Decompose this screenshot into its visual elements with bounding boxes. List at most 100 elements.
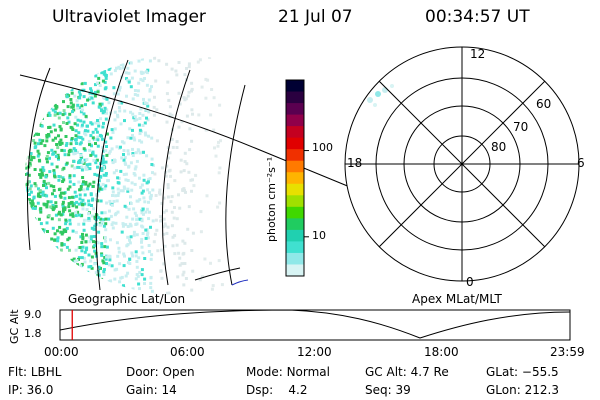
aurora-pixel [129,85,133,89]
aurora-pixel [57,134,60,138]
aurora-pixel [29,205,33,209]
aurora-pixel [67,202,71,206]
aurora-pixel [102,270,106,274]
aurora-pixel [29,184,33,188]
aurora-pixel [96,144,100,148]
aurora-pixel [123,109,127,113]
aurora-pixel [135,218,139,222]
aurora-pixel [183,189,186,193]
aurora-pixel [98,187,102,191]
aurora-pixel [112,171,116,175]
aurora-pixel [126,179,130,182]
aurora-pixel [142,212,145,216]
aurora-pixel [192,184,196,188]
aurora-pixel [67,196,71,200]
aurora-pixel [39,207,43,211]
aurora-pixel [32,139,36,142]
timeline-x-tick-2359: 23:59 [550,345,585,359]
aurora-pixel [107,179,110,183]
aurora-pixel [178,102,182,106]
aurora-pixel [111,161,115,165]
aurora-pixel [79,235,83,239]
aurora-pixel [39,175,43,179]
aurora-pixel [97,124,101,128]
aurora-pixel [111,130,115,134]
aurora-pixel [58,210,61,214]
aurora-pixel [74,248,78,252]
aurora-pixel [128,262,132,265]
aurora-pixel [139,107,143,111]
aurora-pixel [36,194,40,198]
aurora-pixel [36,149,40,153]
aurora-pixel [127,152,130,156]
aurora-pixel [109,202,112,206]
aurora-pixel [107,217,111,221]
aurora-pixel [100,169,104,172]
aurora-pixel [59,191,63,195]
aurora-pixel [111,203,114,207]
aurora-pixel [54,136,57,140]
aurora-pixel [148,191,151,195]
aurora-pixel [152,113,156,117]
aurora-pixel [37,187,40,191]
aurora-pixel [62,228,66,232]
aurora-pixel [45,194,49,198]
aurora-pixel [104,117,108,121]
colorbar-swatch [286,241,304,254]
aurora-pixel [46,151,50,155]
aurora-pixel [108,209,111,213]
aurora-pixel [146,180,150,184]
aurora-pixel [144,228,148,232]
aurora-pixel [56,146,60,150]
aurora-pixel [64,228,68,232]
aurora-pixel [63,153,67,157]
aurora-pixel [120,156,124,160]
aurora-pixel [79,119,83,123]
aurora-pixel [61,200,65,204]
aurora-pixel [51,108,55,112]
aurora-pixel [134,277,138,281]
aurora-pixel [139,70,143,74]
aurora-pixel [105,201,109,205]
aurora-pixel [150,253,154,257]
aurora-pixel [124,71,128,75]
aurora-pixel [138,287,141,291]
geo-grid-line [27,67,51,251]
aurora-pixel [128,238,131,242]
aurora-pixel [117,181,121,185]
aurora-pixel [45,155,49,158]
colorbar-swatch [286,80,304,93]
timeline-x-tick-0000: 00:00 [44,345,79,359]
aurora-pixel [162,232,166,236]
aurora-pixel [45,139,49,143]
aurora-pixel [136,274,140,278]
aurora-pixel [183,151,187,155]
aurora-pixel [28,161,32,165]
aurora-pixel [112,86,116,90]
geographic-label: Geographic Lat/Lon [68,292,186,306]
aurora-pixel [105,255,109,259]
aurora-pixel [173,234,177,238]
aurora-pixel [214,154,218,158]
aurora-pixel [133,89,137,92]
aurora-pixel [178,256,182,260]
aurora-pixel [122,153,125,156]
aurora-pixel [147,178,150,182]
aurora-pixel [79,154,83,157]
status-gc-alt: GC Alt: 4.7 Re [365,365,449,379]
aurora-pixel [81,232,84,236]
aurora-pixel [126,243,130,247]
aurora-pixel [122,141,126,145]
aurora-pixel [45,203,49,206]
aurora-pixel [74,214,78,218]
aurora-pixel [93,224,97,228]
aurora-pixel [75,200,79,204]
aurora-pixel [42,202,46,206]
aurora-pixel [41,166,45,170]
aurora-pixel [62,243,66,247]
aurora-pixel [87,139,91,143]
aurora-pixel [50,148,54,152]
aurora-pixel [61,209,65,213]
aurora-pixel [80,165,84,169]
